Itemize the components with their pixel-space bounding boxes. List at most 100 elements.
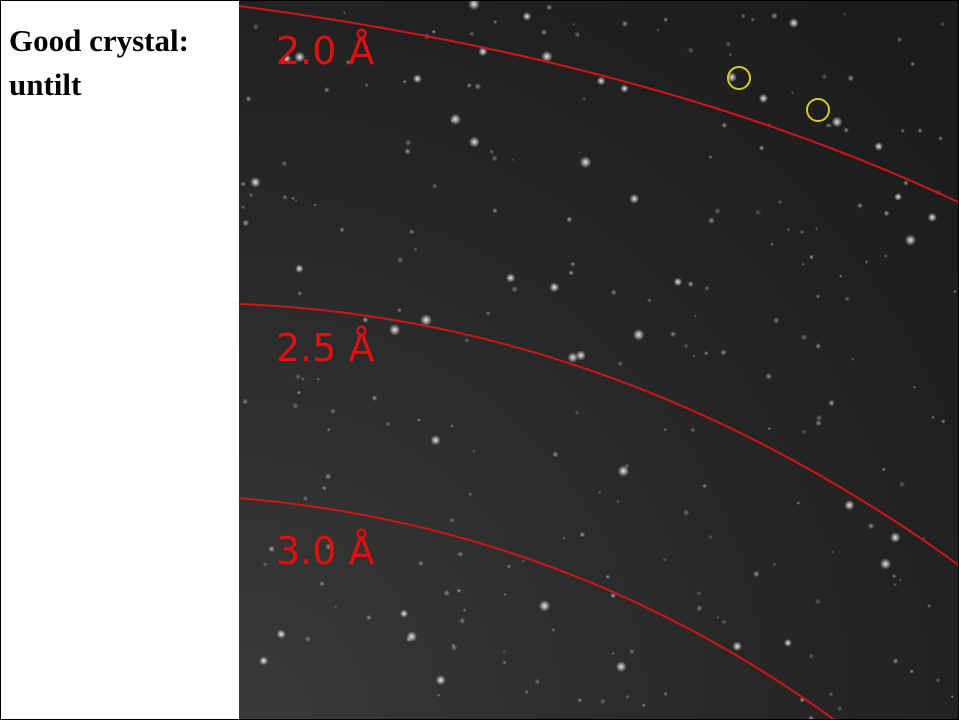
spot xyxy=(940,22,945,27)
spot xyxy=(784,639,792,647)
spot xyxy=(721,619,727,625)
spot xyxy=(489,149,494,154)
spot xyxy=(620,84,628,92)
spot xyxy=(491,155,498,162)
spot xyxy=(918,128,923,133)
spot xyxy=(327,428,331,432)
spot xyxy=(708,535,713,540)
spot xyxy=(456,588,461,593)
spot xyxy=(663,428,667,432)
spot xyxy=(938,136,943,141)
spot xyxy=(436,675,446,685)
spot xyxy=(366,615,372,621)
spot xyxy=(443,590,450,597)
spot xyxy=(546,5,552,11)
spot xyxy=(687,281,694,288)
spot xyxy=(524,690,529,695)
spot xyxy=(418,561,424,567)
spot xyxy=(899,481,905,487)
spot xyxy=(893,583,897,587)
spot xyxy=(622,21,629,28)
spot xyxy=(574,31,581,38)
spot xyxy=(725,41,731,47)
spot xyxy=(899,579,902,582)
spot xyxy=(844,296,850,302)
spot xyxy=(549,282,559,292)
spot xyxy=(905,234,916,245)
caption: Good crystal: untilt xyxy=(9,19,189,107)
spot xyxy=(791,91,794,94)
spot xyxy=(690,428,695,433)
spot xyxy=(249,193,254,198)
spot xyxy=(687,47,694,54)
spot xyxy=(893,658,899,664)
spot xyxy=(467,83,472,88)
spot xyxy=(787,228,790,231)
spot xyxy=(828,400,835,407)
spot xyxy=(789,18,799,28)
spot xyxy=(897,37,903,43)
spot xyxy=(704,285,710,291)
spot xyxy=(767,427,771,431)
spot xyxy=(493,20,497,24)
spot xyxy=(839,275,842,278)
spot xyxy=(826,123,831,128)
spot xyxy=(663,558,667,562)
spot xyxy=(277,630,286,639)
spot xyxy=(437,694,440,697)
spot xyxy=(913,385,916,388)
spot xyxy=(612,652,615,655)
spot xyxy=(693,355,696,358)
spot xyxy=(240,181,246,187)
spot xyxy=(892,574,896,578)
spot xyxy=(808,654,813,659)
spot xyxy=(931,415,935,419)
spot xyxy=(580,156,592,168)
spot xyxy=(578,151,581,154)
spot xyxy=(816,415,823,422)
spot xyxy=(616,499,620,503)
spot xyxy=(570,261,576,267)
spot xyxy=(468,492,473,497)
spot xyxy=(400,610,408,618)
spot xyxy=(909,669,914,674)
spot xyxy=(469,31,474,36)
ring-label: 2.5 Å xyxy=(276,326,375,370)
spot xyxy=(801,429,806,434)
spot xyxy=(801,263,804,266)
spot xyxy=(642,703,646,707)
spot xyxy=(953,290,956,293)
spot xyxy=(464,338,469,343)
spot xyxy=(450,114,461,125)
spot xyxy=(759,145,765,151)
spot xyxy=(523,12,532,21)
spot xyxy=(900,128,905,133)
spot xyxy=(796,501,800,505)
spot xyxy=(511,158,514,161)
spot xyxy=(457,551,463,557)
spot xyxy=(324,87,330,93)
spot xyxy=(246,96,252,102)
spot xyxy=(295,264,304,273)
spot xyxy=(674,278,683,287)
spot xyxy=(242,219,249,226)
spot xyxy=(295,374,301,380)
spot xyxy=(452,643,456,647)
spot xyxy=(343,11,346,14)
spot xyxy=(431,29,436,34)
spot xyxy=(759,94,768,103)
spot xyxy=(777,199,782,204)
spot xyxy=(935,678,940,683)
spot xyxy=(301,377,305,381)
spot xyxy=(844,500,854,510)
spot xyxy=(241,205,246,210)
spot xyxy=(397,257,404,264)
slide: Good crystal: untilt 2.0 Å 2.5 Å xyxy=(0,0,959,720)
spot xyxy=(313,203,316,206)
caption-line: Good crystal: xyxy=(9,19,189,63)
spot xyxy=(417,418,421,422)
spot xyxy=(552,451,558,457)
spot xyxy=(829,692,834,697)
spot xyxy=(831,550,835,554)
spot xyxy=(282,195,287,200)
